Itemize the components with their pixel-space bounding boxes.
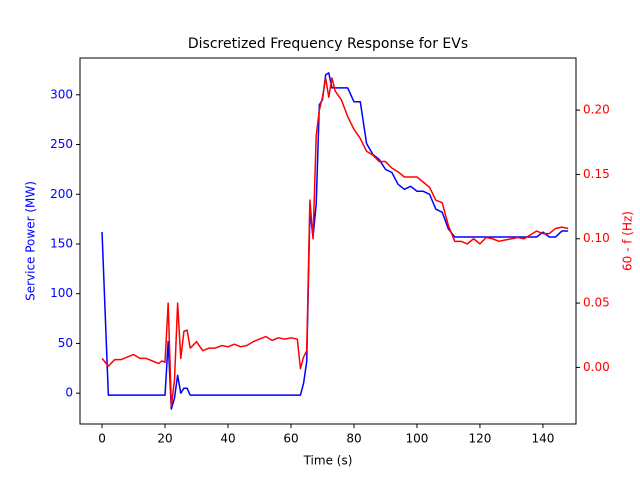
y-tick-label: 0 xyxy=(65,386,73,400)
x-tick-label: 0 xyxy=(98,432,106,446)
x-axis-label: Time (s) xyxy=(303,454,353,468)
y2-tick-label: 0.00 xyxy=(583,360,610,374)
y-tick-label: 250 xyxy=(50,137,73,151)
y-tick-label: 100 xyxy=(50,286,73,300)
y-axis-label: Service Power (MW) xyxy=(24,181,38,301)
series-line xyxy=(101,72,569,410)
x-tick-label: 140 xyxy=(531,432,554,446)
y2-axis-label: 60 - f (Hz) xyxy=(621,211,635,271)
x-tick-label: 20 xyxy=(157,432,172,446)
y2-tick-label: 0.05 xyxy=(583,296,610,310)
y-tick-label: 150 xyxy=(50,236,73,250)
y-tick-label: 50 xyxy=(58,336,73,350)
y2-tick-label: 0.10 xyxy=(583,231,610,245)
x-tick-label: 60 xyxy=(283,432,298,446)
series-line xyxy=(101,77,569,407)
y-tick-label: 300 xyxy=(50,87,73,101)
plot-frame xyxy=(79,57,577,425)
y2-tick-label: 0.15 xyxy=(583,167,610,181)
x-tick-label: 40 xyxy=(220,432,235,446)
y-tick-label: 200 xyxy=(50,187,73,201)
y2-tick-label: 0.20 xyxy=(583,103,610,117)
x-tick-label: 100 xyxy=(406,432,429,446)
chart-title: Discretized Frequency Response for EVs xyxy=(188,36,468,52)
x-tick-label: 80 xyxy=(346,432,361,446)
x-tick-label: 120 xyxy=(468,432,491,446)
